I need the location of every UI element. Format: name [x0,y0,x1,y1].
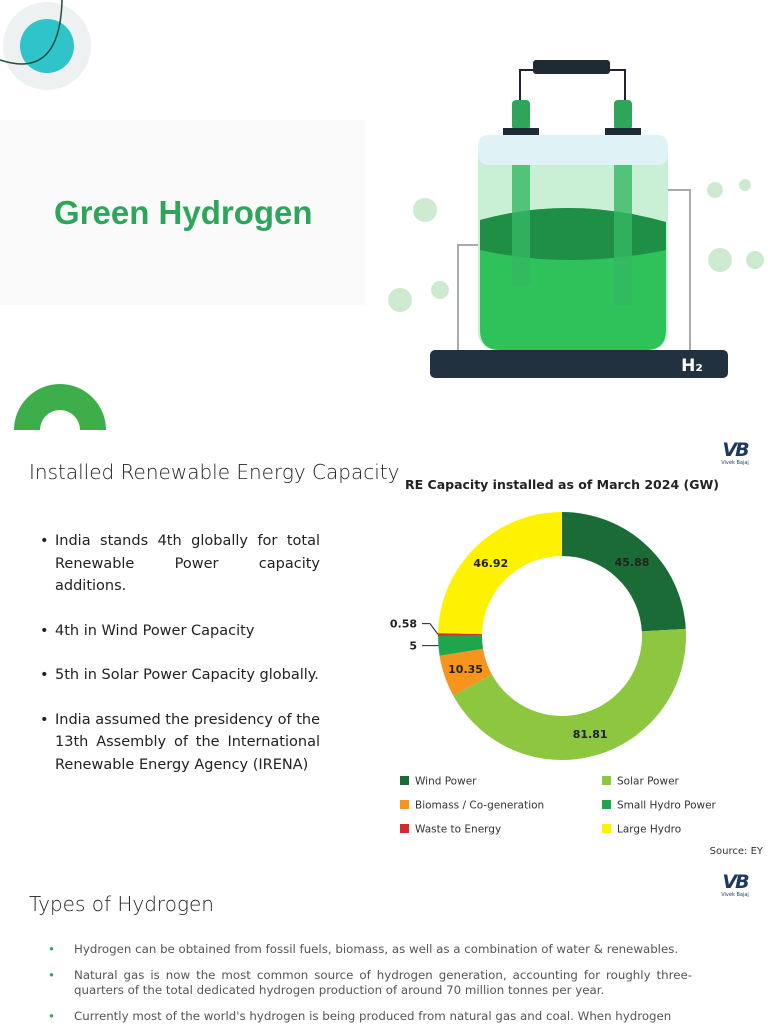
electrode-top [614,100,632,130]
bullet-list: India stands 4th globally for total Rene… [40,530,320,798]
logo-mark: VB [722,871,749,893]
electrode [614,165,632,305]
data-label: 46.92 [473,557,508,570]
deco-dot [20,19,74,73]
donut-segment [453,628,686,760]
data-label: 5 [409,640,417,653]
wire [519,69,626,100]
bullet: Hydrogen can be obtained from fossil fue… [48,942,692,958]
base-label: H₂ [681,356,703,376]
section-heading: Installed Renewable Energy Capacity [29,460,400,484]
bullet: Currently most of the world's hydrogen i… [48,1009,692,1024]
donut-segment [438,512,562,635]
data-label: 81.81 [573,728,608,741]
tank-lid [478,135,668,165]
logo-name: Vivek Bajaj [721,460,749,466]
legend-label: Solar Power [617,776,680,788]
legend-label: Large Hydro [617,824,681,836]
leader-line [422,623,439,635]
logo: VB Vivek Bajaj [712,872,758,898]
pipe [457,189,691,350]
hero-title: Green Hydrogen [54,194,313,231]
donut-segment [562,512,686,632]
bullet: 4th in Wind Power Capacity [40,620,320,643]
hero-panel [0,120,365,305]
hero-art: H₂ [0,0,764,430]
legend-swatch [602,800,611,809]
electrode-top [512,100,530,130]
bullet: 5th in Solar Power Capacity globally. [40,664,320,687]
logo-mark: VB [722,439,749,461]
chart: RE Capacity installed as of March 2024 (… [390,477,719,836]
data-label: 10.35 [448,663,483,676]
logo-name: Vivek Bajaj [721,892,749,898]
donut-segment [438,635,484,656]
cap [605,128,641,135]
legend-swatch [400,824,409,833]
legend-label: Waste to Energy [415,824,501,836]
data-label: 0.58 [390,618,417,631]
liquid-top [480,207,666,260]
legend-swatch [602,824,611,833]
terminal-bar [533,60,610,74]
base [430,350,728,378]
legend-label: Small Hydro Power [617,800,717,812]
bullet: India stands 4th globally for total Rene… [40,530,320,598]
bullet: India assumed the presidency of the 13th… [40,709,320,777]
deco-half [14,384,106,430]
legend-swatch [400,776,409,785]
bullet-list: Hydrogen can be obtained from fossil fue… [48,942,692,1024]
deco-arc [0,0,63,65]
data-label: 45.88 [615,556,650,569]
bullet: Natural gas is now the most common sourc… [48,968,692,999]
donut-segment [439,648,492,696]
legend-swatch [400,800,409,809]
legend-label: Biomass / Co-generation [415,800,544,812]
source: Source: EY [709,846,763,857]
electrode [512,165,530,285]
chart-title: RE Capacity installed as of March 2024 (… [405,477,719,492]
cap [503,128,539,135]
logo: VB Vivek Bajaj [712,440,758,466]
donut-segment [438,633,483,636]
molecules [388,179,764,312]
donut-hole [482,556,642,716]
section-heading: Types of Hydrogen [29,892,214,916]
legend-swatch [602,776,611,785]
legend-label: Wind Power [415,776,477,788]
